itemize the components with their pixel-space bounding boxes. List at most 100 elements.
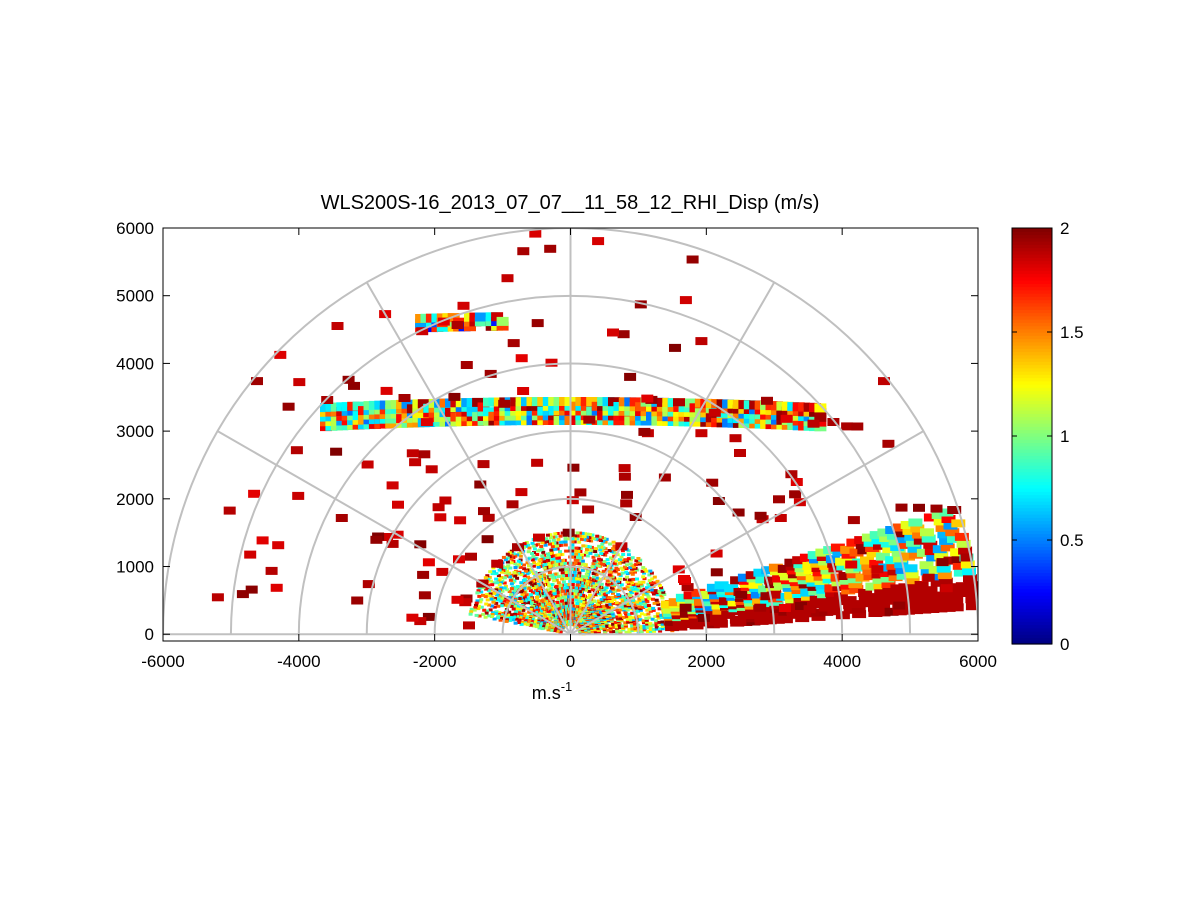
- data-cell: [636, 584, 641, 588]
- data-cell: [573, 589, 578, 593]
- data-cell: [590, 565, 595, 569]
- data-cell: [874, 586, 889, 595]
- colorbar-segment: [1012, 582, 1052, 587]
- data-cell: [495, 598, 500, 602]
- data-cell: [619, 616, 624, 620]
- data-cell: [570, 604, 575, 608]
- data-cell: [477, 586, 482, 590]
- data-cell: [867, 598, 882, 607]
- colorbar-segment: [1012, 380, 1052, 385]
- data-cell: [500, 611, 505, 615]
- data-cell: [611, 622, 616, 626]
- data-cell: [647, 616, 652, 620]
- data-cell: [955, 582, 970, 591]
- data-cell: [939, 536, 954, 545]
- data-cell: [432, 503, 445, 512]
- data-cell: [556, 597, 561, 601]
- data-cell: [549, 628, 554, 632]
- data-cell: [576, 549, 581, 553]
- data-cell: [555, 600, 560, 604]
- data-cell: [881, 580, 896, 588]
- data-cell: [503, 571, 508, 575]
- data-cell: [594, 620, 599, 624]
- data-cell: [872, 575, 887, 584]
- data-cell: [933, 604, 948, 613]
- data-cell: [611, 540, 616, 544]
- data-cell: [611, 591, 615, 595]
- data-cell: [654, 621, 659, 625]
- data-cell: [814, 403, 827, 413]
- x-axis: -6000 -4000 -2000 0 2000 4000 6000: [141, 228, 997, 671]
- colorbar-segment: [1012, 403, 1052, 408]
- data-cell: [797, 576, 812, 585]
- data-cell: [459, 598, 472, 607]
- data-cell: [406, 449, 419, 458]
- data-cell: [789, 490, 802, 499]
- colorbar-segment: [1012, 543, 1052, 548]
- data-cell: [891, 590, 906, 599]
- data-cell: [526, 618, 531, 622]
- data-cell: [644, 591, 649, 595]
- data-cell: [636, 589, 641, 593]
- colorbar-segment: [1012, 601, 1052, 606]
- x-tick-label: 0: [566, 652, 575, 671]
- data-cell: [545, 621, 550, 625]
- colorbar-segment: [1012, 484, 1052, 489]
- data-cell: [662, 605, 677, 614]
- data-cell: [885, 526, 900, 534]
- data-cell: [761, 566, 776, 575]
- data-cell: [784, 558, 799, 567]
- data-cell: [907, 544, 922, 553]
- data-cell: [875, 552, 890, 561]
- chart-title: WLS200S-16_2013_07_07__11_58_12_RHI_Disp…: [321, 192, 820, 214]
- data-cell: [492, 598, 497, 602]
- data-cell: [557, 587, 561, 591]
- y-tick-label: 1000: [116, 558, 154, 577]
- data-cell: [504, 574, 509, 578]
- data-cell: [904, 532, 919, 541]
- colorbar-segment: [1012, 624, 1052, 629]
- data-cell: [550, 610, 555, 614]
- data-cell: [962, 567, 976, 576]
- data-cell: [548, 622, 553, 626]
- data-cell: [819, 607, 834, 616]
- data-cell: [712, 606, 727, 615]
- data-cell: [515, 354, 528, 363]
- data-cell: [574, 488, 587, 497]
- data-cell: [634, 563, 639, 567]
- data-cell: [815, 548, 830, 557]
- data-cell: [657, 589, 662, 593]
- data-cell: [916, 599, 931, 608]
- data-cell: [422, 558, 435, 567]
- data-cell: [614, 601, 619, 605]
- data-cell: [657, 584, 662, 588]
- data-cell: [618, 472, 631, 481]
- colorbar-segment: [1012, 562, 1052, 567]
- data-cell: [477, 402, 490, 412]
- x-tick-label: -2000: [413, 652, 456, 671]
- data-cell: [496, 321, 509, 331]
- data-cell: [589, 624, 594, 628]
- data-cell: [580, 587, 585, 591]
- data-cell: [485, 598, 490, 602]
- data-cell: [650, 577, 655, 581]
- data-cell: [558, 550, 562, 554]
- data-cell: [439, 496, 452, 505]
- data-cell: [921, 534, 936, 543]
- data-cell: [605, 582, 610, 586]
- data-cell: [490, 613, 495, 616]
- data-cell: [611, 602, 616, 605]
- data-cell: [641, 619, 646, 623]
- data-cell: [884, 607, 899, 616]
- data-cell: [541, 594, 546, 598]
- data-cell: [899, 589, 914, 598]
- colorbar-segment: [1012, 299, 1052, 304]
- colorbar-segment: [1012, 276, 1052, 281]
- data-cell: [719, 597, 733, 606]
- data-cell: [628, 566, 633, 570]
- data-cell: [909, 606, 923, 615]
- data-cell: [515, 615, 520, 619]
- data-cell: [639, 600, 643, 604]
- data-cell: [538, 609, 543, 613]
- data-cell: [494, 593, 499, 597]
